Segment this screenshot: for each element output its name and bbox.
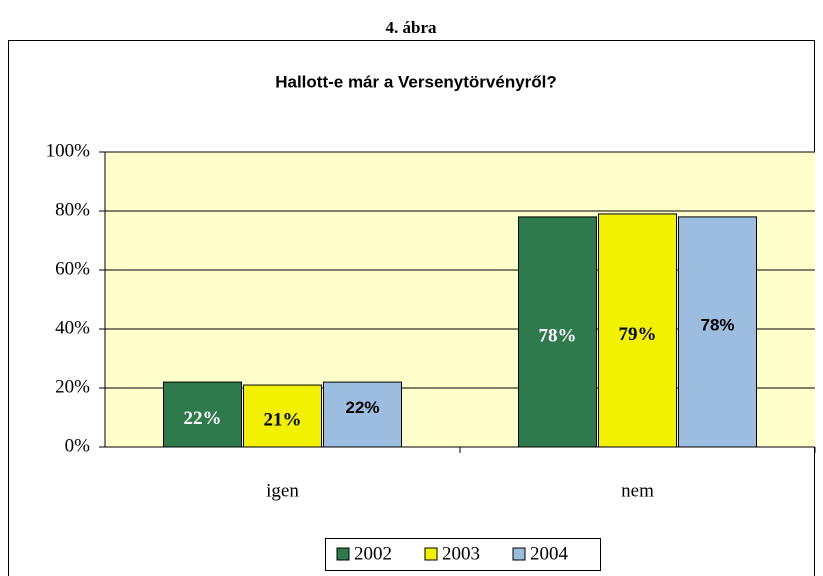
chart-title: Hallott-e már a Versenytörvényről? (275, 72, 557, 91)
legend-label: 2003 (442, 543, 480, 564)
y-tick-label: 100% (46, 140, 91, 161)
legend-swatch (512, 547, 526, 561)
value-label: 22% (184, 408, 222, 429)
value-label: 79% (619, 324, 657, 345)
legend-swatch (336, 547, 350, 561)
legend-label: 2004 (530, 543, 569, 564)
value-label: 21% (264, 409, 302, 430)
bar (598, 213, 677, 448)
value-label: 22% (345, 398, 379, 417)
bar (243, 384, 322, 448)
y-tick-label: 40% (55, 317, 90, 338)
value-label: 78% (539, 325, 577, 346)
bar (518, 216, 597, 448)
legend-box (325, 538, 601, 571)
y-tick-label: 80% (55, 199, 90, 220)
x-tick-label: igen (266, 480, 299, 501)
y-tick-label: 0% (65, 435, 91, 456)
y-tick-label: 20% (55, 376, 90, 397)
bar (323, 381, 402, 448)
x-tick-label: nem (621, 480, 654, 501)
y-tick-label: 60% (55, 258, 90, 279)
legend-label: 2002 (354, 543, 392, 564)
legend-swatch (424, 547, 438, 561)
value-label: 78% (700, 315, 734, 334)
bar (678, 216, 757, 448)
bar (163, 381, 242, 448)
figure-label: 4. ábra (386, 18, 438, 37)
